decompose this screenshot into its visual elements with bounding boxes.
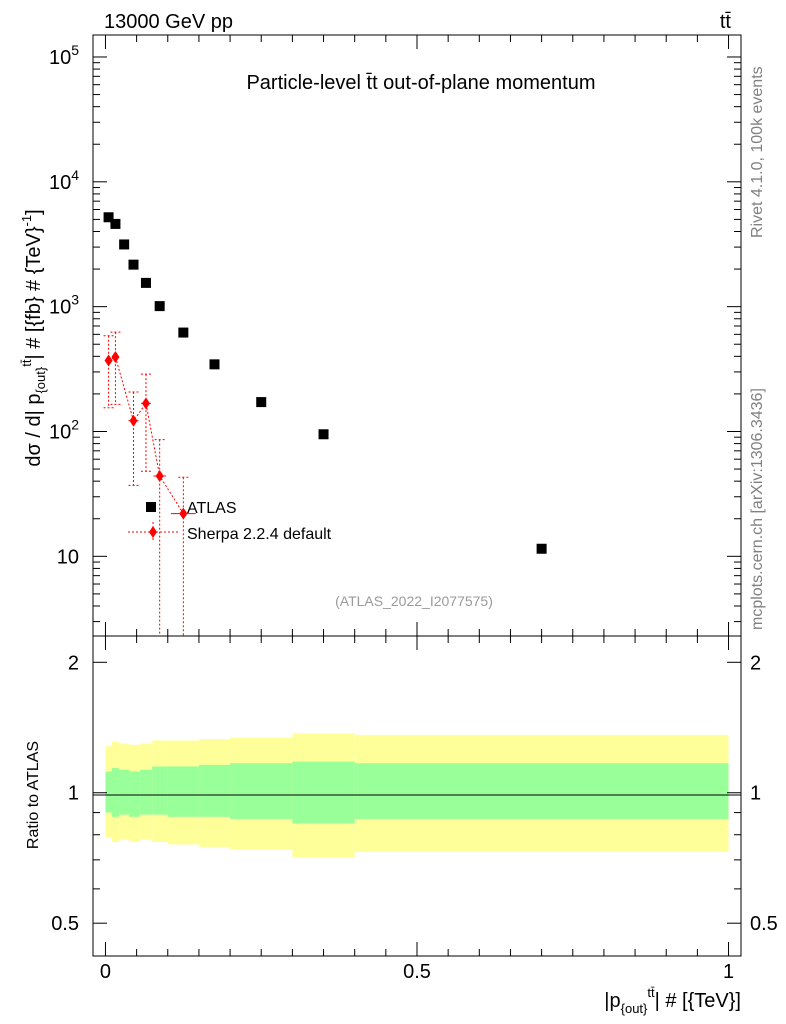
- ratio-stat-uncertainty-bin: [152, 766, 168, 815]
- energy-label: 13000 GeV pp: [104, 11, 233, 33]
- sherpa-connecting-line: [108, 356, 184, 514]
- x-tick-label: 0.5: [403, 961, 431, 983]
- ratio-uncertainty-bands: [105, 733, 729, 858]
- main-y-tick-labels: 10 102 103 104 105: [49, 42, 79, 568]
- x-axis-label-text: |p{out}tt̄| # [{TeV}]: [604, 985, 741, 1016]
- ratio-y-tick-label-left: 2: [68, 652, 79, 674]
- main-frame: [92, 34, 742, 637]
- analysis-watermark: (ATLAS_2022_I2077575): [335, 593, 493, 609]
- main-y-axis-label: dσ / d| p{out}tt̄| # [{fb} # {TeV}-1]: [19, 209, 48, 466]
- atlas-point: [103, 212, 114, 223]
- main-y-tick-label: 103: [49, 292, 79, 319]
- atlas-point: [110, 218, 121, 229]
- atlas-point: [178, 327, 189, 338]
- atlas-point: [256, 397, 267, 408]
- ratio-stat-uncertainty-bin: [292, 761, 355, 824]
- x-tick-labels: 0 0.5 1: [100, 961, 734, 983]
- mcplots-source-label: mcplots.cern.ch [arXiv:1306.3436]: [749, 388, 766, 630]
- ratio-y-tick-label-left: 0.5: [51, 913, 79, 935]
- ratio-stat-uncertainty-bin: [198, 764, 231, 817]
- ratio-stat-uncertainty-bin: [111, 768, 120, 817]
- atlas-point: [119, 239, 130, 250]
- rivet-version-label: Rivet 4.1.0, 100k events: [749, 66, 766, 238]
- atlas-point: [154, 301, 165, 312]
- main-panel: 10 102 103 104 105 Particle-level t̄t out-of…: [19, 34, 742, 637]
- main-y-axis-label-text: dσ / d| p{out}tt̄| # [{fb} # {TeV}-1]: [19, 209, 48, 466]
- main-y-tick-label: 104: [49, 167, 79, 194]
- process-label: tt̄: [720, 11, 732, 33]
- ratio-stat-uncertainty-bin: [119, 769, 130, 815]
- sherpa-point: [141, 397, 150, 410]
- sherpa-point: [111, 351, 120, 364]
- x-tick-label: 0: [100, 961, 111, 983]
- ratio-stat-uncertainty-bin: [354, 763, 729, 819]
- sherpa-series: [103, 331, 196, 636]
- atlas-point: [140, 277, 151, 288]
- sherpa-point: [104, 354, 113, 367]
- legend-atlas-marker: [146, 502, 156, 512]
- legend-sherpa-label: Sherpa 2.2.4 default: [187, 526, 332, 543]
- ratio-stat-uncertainty-bin: [129, 771, 140, 817]
- ratio-y-tick-label-right: 1: [750, 783, 761, 805]
- legend: ATLAS Sherpa 2.2.4 default: [128, 500, 332, 543]
- main-y-tick-label: 102: [49, 416, 79, 443]
- ratio-panel: 0.5 0.51 12 2 0 0.5 1 Ratio to ATLAS |p{out}t…: [25, 635, 778, 1016]
- atlas-point: [209, 359, 220, 370]
- ratio-stat-uncertainty-bin: [105, 771, 112, 813]
- main-axis-ticks: [93, 35, 741, 636]
- ratio-y-tick-labels: 0.5 0.5 1 1 2 2: [51, 652, 778, 935]
- ratio-stat-uncertainty-bin: [139, 769, 153, 815]
- ratio-y-tick-label-right: 0.5: [750, 913, 778, 935]
- atlas-point: [536, 543, 547, 554]
- ratio-stat-uncertainty-bin: [230, 763, 293, 819]
- legend-atlas-label: ATLAS: [187, 500, 237, 517]
- ratio-y-tick-label-left: 1: [68, 783, 79, 805]
- ratio-y-axis-label: Ratio to ATLAS: [25, 741, 42, 849]
- x-tick-label: 1: [723, 961, 734, 983]
- ratio-stat-uncertainty-bin: [167, 766, 199, 817]
- atlas-point: [128, 259, 139, 270]
- ratio-y-tick-label-right: 2: [750, 652, 761, 674]
- sherpa-point: [129, 414, 138, 427]
- atlas-series: [103, 212, 547, 554]
- legend-sherpa-marker: [149, 526, 157, 538]
- sherpa-point: [179, 507, 188, 520]
- main-y-tick-label: 105: [49, 42, 79, 69]
- ratio-axis-ticks: [93, 636, 741, 956]
- main-y-tick-label: 10: [57, 546, 79, 568]
- atlas-point: [318, 429, 329, 440]
- chart-title: Particle-level t̄t out-of-plane momentum: [246, 72, 595, 94]
- sherpa-point: [155, 469, 164, 482]
- x-axis-label: |p{out}tt̄| # [{TeV}]: [604, 985, 741, 1016]
